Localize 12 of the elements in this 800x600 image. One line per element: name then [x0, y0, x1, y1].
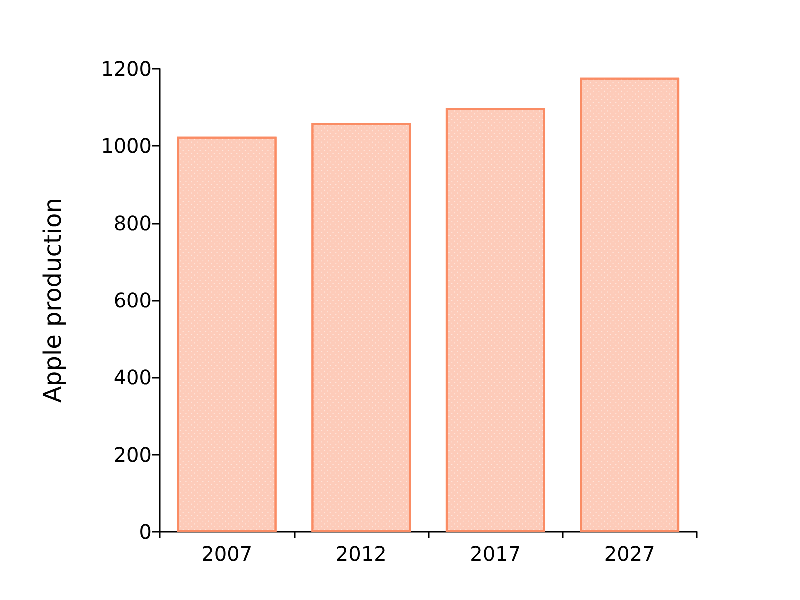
y-tick-label: 1200: [101, 57, 152, 81]
y-tick-label: 0: [139, 520, 152, 544]
y-axis-title: Apple production: [39, 198, 67, 403]
y-tick-label: 400: [114, 366, 152, 390]
x-tick-label: 2027: [604, 542, 656, 566]
y-tick-label: 200: [114, 442, 152, 467]
x-tick-label: 2012: [336, 542, 387, 566]
x-tick-label: 2017: [470, 542, 522, 566]
x-tick-label: 2007: [202, 542, 253, 566]
y-tick-label: 800: [114, 211, 152, 236]
y-tick-label: 1000: [101, 134, 152, 158]
y-tick-label: 600: [114, 288, 152, 312]
